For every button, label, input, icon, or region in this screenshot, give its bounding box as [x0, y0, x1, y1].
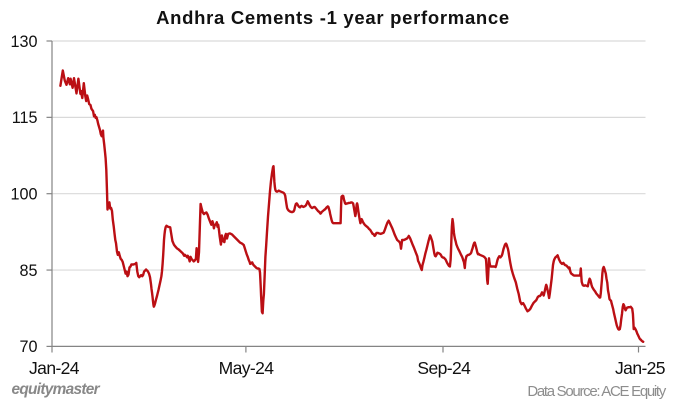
svg-text:May-24: May-24 — [219, 358, 275, 378]
svg-text:Sep-24: Sep-24 — [417, 358, 471, 378]
svg-text:Jan-25: Jan-25 — [615, 358, 665, 378]
svg-text:70: 70 — [19, 338, 37, 356]
svg-text:Data Source: ACE Equity: Data Source: ACE Equity — [527, 383, 666, 400]
svg-text:130: 130 — [10, 33, 37, 51]
svg-text:115: 115 — [12, 109, 38, 127]
svg-text:Jan-24: Jan-24 — [29, 358, 80, 378]
svg-text:100: 100 — [10, 186, 37, 204]
svg-text:85: 85 — [19, 262, 37, 280]
svg-text:Andhra Cements -1 year perform: Andhra Cements -1 year performance — [156, 7, 510, 28]
svg-text:equitymaster: equitymaster — [12, 381, 101, 398]
